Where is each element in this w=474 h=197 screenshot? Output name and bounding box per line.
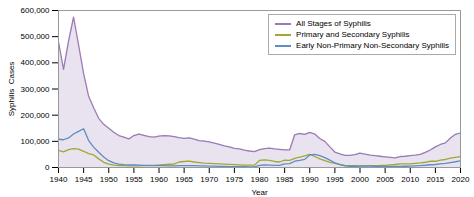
html-text:Early Non-Primary Non-Secondar: Early Non-Primary Non-Secondary Syphilis [296,41,449,50]
svg-text:1995: 1995 [326,175,344,184]
svg-text:1980: 1980 [251,175,269,184]
svg-text:1975: 1975 [225,175,243,184]
svg-text:200,000: 200,000 [21,111,50,120]
svg-text:500,000: 500,000 [21,32,50,41]
svg-text:2015: 2015 [426,175,444,184]
svg-text:300,000: 300,000 [21,85,50,94]
svg-text:1950: 1950 [100,175,118,184]
svg-text:1990: 1990 [301,175,319,184]
svg-text:100,000: 100,000 [21,137,50,146]
svg-text:1960: 1960 [150,175,168,184]
svg-text:2005: 2005 [376,175,394,184]
svg-text:2010: 2010 [401,175,419,184]
svg-text:1965: 1965 [175,175,193,184]
svg-text:2000: 2000 [351,175,369,184]
svg-text:Year: Year [251,188,268,197]
svg-text:Syphilis Cases: Syphilis Cases [7,62,16,117]
svg-text:1985: 1985 [276,175,294,184]
svg-text:1945: 1945 [75,175,93,184]
svg-text:2020: 2020 [452,175,470,184]
svg-text:1955: 1955 [125,175,143,184]
svg-text:0: 0 [45,163,50,172]
svg-text:1940: 1940 [50,175,68,184]
html-text:All Stages of Syphilis: All Stages of Syphilis [296,19,371,28]
svg-text:600,000: 600,000 [21,6,50,15]
svg-text:400,000: 400,000 [21,58,50,67]
svg-text:1970: 1970 [200,175,218,184]
html-text:Primary and Secondary Syphilis: Primary and Secondary Syphilis [296,30,410,39]
